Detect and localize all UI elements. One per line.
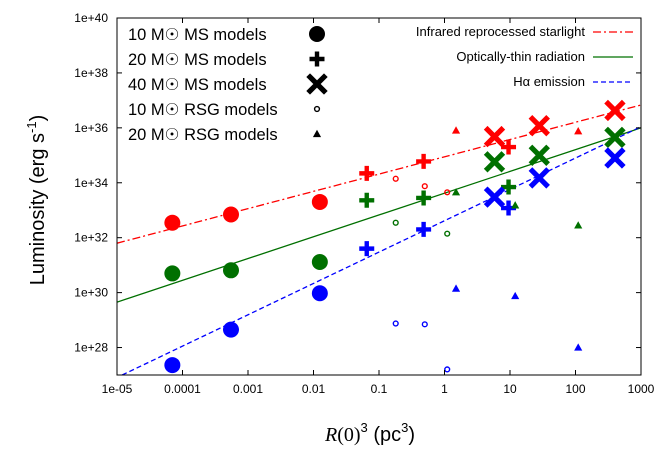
data-point [392,175,399,182]
data-point [359,192,375,208]
x-tick-label: 1 [441,382,448,396]
data-point [164,214,181,231]
data-point [528,167,550,189]
x-tick-label: 1000 [628,382,655,396]
data-point [359,165,375,181]
marker-legend-symbol [313,105,321,113]
marker-legend-label: 10 M☉ MS models [128,26,267,44]
y-tick-label: 1e+30 [74,286,108,300]
y-axis-title: Luminosity (erg s-1) [24,115,49,286]
x-tick-label: 0.0001 [164,382,201,396]
data-point [451,126,461,134]
x-axis-title: R(0)3 (pc3) [324,420,415,446]
data-point [444,189,451,196]
data-point [222,321,239,338]
data-points [164,99,626,374]
marker-legend-label: 20 M☉ MS models [128,51,267,69]
data-point [311,285,328,302]
x-tick-label: 100 [565,382,585,396]
y-axis-title-superscript: -1 [24,121,39,133]
data-point [511,201,520,209]
x-tick-label: 10 [503,382,517,396]
data-point [451,284,461,292]
data-point [392,320,399,327]
marker-legend-symbol [306,73,328,95]
data-point [604,126,626,149]
data-point [421,321,428,328]
marker-legend-label: 40 M☉ MS models [128,76,267,94]
data-point [451,188,461,196]
data-point [416,221,432,237]
marker-legend-label: 20 M☉ RSG models [128,126,278,144]
data-point [444,230,451,237]
data-point [164,357,181,374]
fit-line [117,104,641,244]
fit-lines [117,104,641,375]
line-legend-label: Optically-thin radiation [456,49,585,64]
data-point [501,179,517,195]
marker-legend-symbol [312,129,322,138]
marker-legend-symbol [309,51,325,67]
data-point [311,193,328,210]
data-point [511,291,520,300]
data-point [604,99,626,122]
marker-legend-symbol [309,26,325,42]
data-point [574,127,583,135]
line-legend: Infrared reprocessed starlight Optically-… [416,24,633,89]
fit-line [117,127,641,303]
data-point [501,200,517,216]
data-point [416,190,432,206]
plot-frame [116,17,642,376]
y-tick-label: 1e+38 [74,66,108,80]
y-tick-label: 1e+40 [74,11,108,25]
data-point [604,147,626,169]
data-point [528,114,550,137]
y-tick-label: 1e+34 [74,176,108,190]
data-point [483,125,506,148]
data-point [222,262,239,279]
fit-line [121,126,641,375]
data-point [416,153,432,169]
data-point [311,254,328,271]
x-tick-label: 0.1 [371,382,388,396]
data-point [528,144,550,166]
y-tick-label: 1e+28 [74,341,108,355]
data-point [164,265,181,282]
data-point [421,183,428,190]
marker-legend: 10 M☉ MS models 20 M☉ MS models 40 M☉ MS m… [128,26,328,144]
data-point [359,241,375,257]
data-point [574,343,583,351]
data-point [501,139,517,155]
data-point [574,221,583,229]
x-tick-label: 0.001 [233,382,263,396]
y-tick-label: 1e+36 [74,121,108,135]
x-tick-label: 1e-05 [102,382,133,396]
y-tick-label: 1e+32 [74,231,108,245]
marker-legend-label: 10 M☉ RSG models [128,101,278,119]
x-tick-label: 0.01 [302,382,326,396]
data-point [483,151,506,173]
data-point [392,219,399,226]
data-point [222,206,239,223]
line-legend-label: Hα emission [513,74,585,89]
line-legend-label: Infrared reprocessed starlight [416,24,585,39]
axis-ticks: 1e-05 0.0001 0.001 0.01 0.1 1 10 100 1000 1e+28 1e… [74,11,654,396]
data-point [444,366,451,373]
data-point [483,186,506,208]
